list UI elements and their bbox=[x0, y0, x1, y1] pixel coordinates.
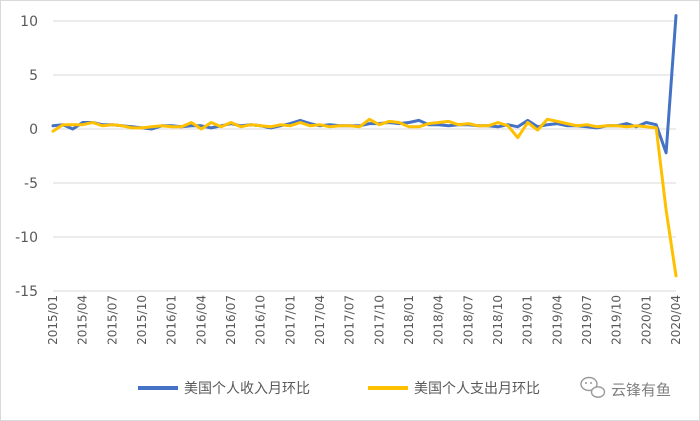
x-tick-label: 2017/07 bbox=[343, 295, 357, 345]
x-tick-label: 2015/10 bbox=[135, 295, 149, 345]
x-tick-label: 2017/10 bbox=[372, 295, 386, 345]
y-tick-label: -5 bbox=[24, 176, 38, 192]
series-lines bbox=[51, 14, 678, 278]
wechat-icon bbox=[580, 376, 606, 398]
x-tick-label: 2016/10 bbox=[254, 295, 268, 345]
x-axis-tick-labels: 2015/01 2015/04 2015/07 2015/10 2016/01 2016/… bbox=[46, 295, 683, 345]
series-line-spending bbox=[51, 117, 678, 278]
x-tick-label: 2018/01 bbox=[402, 295, 416, 345]
x-tick-label: 2015/01 bbox=[46, 295, 60, 345]
legend-label-income: 美国个人收入月环比 bbox=[184, 381, 310, 397]
watermark-text: 云锋有鱼 bbox=[611, 381, 671, 399]
x-tick-label: 2016/01 bbox=[165, 295, 179, 345]
y-tick-label: 10 bbox=[20, 14, 38, 30]
x-tick-label: 2019/04 bbox=[550, 295, 564, 345]
y-axis-tick-labels: 10 5 0 -5 -10 -15 bbox=[15, 14, 38, 300]
y-tick-label: -15 bbox=[15, 284, 38, 300]
legend-label-spending: 美国个人支出月环比 bbox=[414, 381, 540, 397]
x-tick-label: 2017/04 bbox=[313, 295, 327, 345]
x-tick-label: 2017/01 bbox=[283, 295, 297, 345]
x-tick-label: 2015/07 bbox=[105, 295, 119, 345]
y-tick-label: -10 bbox=[15, 230, 38, 246]
x-tick-label: 2015/04 bbox=[76, 295, 90, 345]
x-tick-label: 2019/01 bbox=[521, 295, 535, 345]
x-tick-label: 2018/10 bbox=[491, 295, 505, 345]
y-tick-label: 5 bbox=[29, 68, 38, 84]
x-tick-label: 2016/07 bbox=[224, 295, 238, 345]
x-tick-label: 2018/04 bbox=[432, 295, 446, 345]
legend: 美国个人收入月环比 美国个人支出月环比 bbox=[138, 381, 540, 397]
x-tick-label: 2018/07 bbox=[461, 295, 475, 345]
watermark: 云锋有鱼 bbox=[580, 376, 671, 399]
x-tick-label: 2016/04 bbox=[194, 295, 208, 345]
x-tick-label: 2020/04 bbox=[669, 295, 683, 345]
gridlines bbox=[53, 20, 676, 292]
x-tick-label: 2020/01 bbox=[639, 295, 653, 345]
y-tick-label: 0 bbox=[29, 122, 38, 138]
x-tick-label: 2019/10 bbox=[610, 295, 624, 345]
x-tick-label: 2019/07 bbox=[580, 295, 594, 345]
